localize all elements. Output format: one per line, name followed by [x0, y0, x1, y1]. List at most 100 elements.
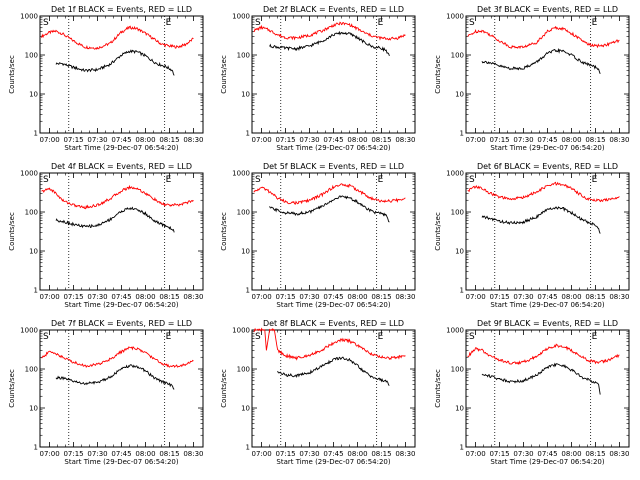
y-tick-label: 100: [237, 366, 250, 374]
x-tick-label: 07:30: [513, 136, 533, 144]
y-tick-label: 1: [34, 444, 38, 452]
start-marker-label: S: [255, 175, 261, 185]
y-tick-label: 1000: [446, 327, 464, 335]
x-tick-label: 08:30: [183, 136, 203, 144]
plot-frame: [39, 172, 204, 291]
lld-series-line: [467, 343, 620, 366]
y-tick-label: 10: [29, 248, 38, 256]
events-series-line: [269, 30, 390, 57]
x-axis-label: Start Time (29-Dec-07 06:54:20): [276, 458, 390, 466]
y-tick-label: 100: [451, 209, 464, 217]
x-tick-label: 07:00: [251, 136, 271, 144]
events-series-line: [481, 362, 601, 395]
x-tick-label: 08:15: [585, 450, 605, 458]
panel-title: Det 5f BLACK = Events, RED = LLD: [263, 162, 404, 171]
x-tick-label: 08:15: [371, 136, 391, 144]
panel-2: Det 2f BLACK = Events, RED = LLD 1 10 100 10…: [220, 5, 416, 152]
lld-series-line: [41, 25, 194, 50]
x-tick-label: 08:15: [159, 450, 179, 458]
x-tick-label: 08:00: [347, 450, 367, 458]
y-tick-label: 100: [25, 366, 38, 374]
plot-frame: [465, 15, 630, 134]
y-tick-label: 1000: [232, 170, 250, 178]
end-marker-label: E: [592, 18, 598, 28]
x-tick-label: 07:00: [39, 450, 59, 458]
x-tick-label: 07:30: [299, 293, 319, 301]
y-axis-label: Counts/sec: [8, 369, 16, 408]
y-tick-label: 1000: [20, 327, 38, 335]
panel-3: Det 3f BLACK = Events, RED = LLD 1 10 100 10…: [434, 5, 630, 152]
lld-series-line: [41, 345, 194, 368]
y-tick-label: 10: [455, 405, 464, 413]
x-tick-label: 07:45: [537, 450, 557, 458]
end-marker-label: E: [378, 332, 384, 342]
x-tick-label: 07:00: [251, 293, 271, 301]
y-tick-label: 1: [246, 444, 250, 452]
y-tick-label: 100: [25, 209, 38, 217]
x-tick-label: 07:30: [87, 293, 107, 301]
x-tick-label: 07:30: [299, 450, 319, 458]
start-marker-label: S: [43, 332, 49, 342]
x-tick-label: 08:00: [135, 136, 155, 144]
plot-frame: [251, 172, 416, 291]
x-tick-label: 08:00: [561, 293, 581, 301]
y-tick-label: 10: [29, 405, 38, 413]
lld-series-line: [41, 184, 194, 210]
y-tick-label: 100: [237, 209, 250, 217]
x-tick-label: 08:15: [371, 450, 391, 458]
end-marker-label: E: [378, 18, 384, 28]
x-tick-label: 07:30: [513, 450, 533, 458]
end-marker-label: E: [166, 18, 172, 28]
x-tick-label: 07:45: [537, 136, 557, 144]
lld-series-line: [467, 181, 620, 203]
x-tick-label: 07:15: [489, 136, 509, 144]
x-tick-label: 07:30: [87, 450, 107, 458]
events-series-line: [277, 356, 390, 386]
x-tick-label: 07:45: [537, 293, 557, 301]
x-axis-label: Start Time (29-Dec-07 06:54:20): [490, 144, 604, 152]
x-tick-label: 07:00: [251, 450, 271, 458]
start-marker-label: S: [469, 18, 475, 28]
panel-7: Det 7f BLACK = Events, RED = LLD 1 10 100 10…: [8, 319, 204, 466]
panel-title: Det 9f BLACK = Events, RED = LLD: [477, 319, 618, 328]
lld-series-line: [253, 21, 406, 41]
x-tick-label: 07:00: [465, 293, 485, 301]
x-tick-label: 07:15: [275, 136, 295, 144]
y-tick-label: 1: [460, 444, 464, 452]
plot-frame: [465, 172, 630, 291]
x-tick-label: 07:30: [513, 293, 533, 301]
x-tick-label: 08:30: [609, 293, 629, 301]
plot-frame: [39, 329, 204, 448]
y-tick-label: 100: [237, 52, 250, 60]
y-tick-label: 1: [460, 130, 464, 138]
lld-series-line: [253, 183, 406, 205]
x-axis-label: Start Time (29-Dec-07 06:54:20): [490, 301, 604, 309]
plot-frame: [465, 329, 630, 448]
start-marker-label: S: [469, 175, 475, 185]
x-tick-label: 07:00: [465, 136, 485, 144]
x-tick-label: 07:15: [63, 136, 83, 144]
y-axis-label: Counts/sec: [434, 212, 442, 251]
plot-frame: [251, 15, 416, 134]
x-tick-label: 07:45: [323, 450, 343, 458]
x-tick-label: 07:00: [39, 293, 59, 301]
y-tick-label: 1000: [20, 13, 38, 21]
start-marker-label: S: [255, 18, 261, 28]
x-tick-label: 07:45: [111, 450, 131, 458]
y-tick-label: 1: [246, 287, 250, 295]
y-axis-label: Counts/sec: [220, 55, 228, 94]
end-marker-label: E: [592, 175, 598, 185]
x-tick-label: 08:15: [371, 293, 391, 301]
x-tick-label: 08:15: [585, 136, 605, 144]
y-tick-label: 1000: [232, 13, 250, 21]
panel-title: Det 6f BLACK = Events, RED = LLD: [477, 162, 618, 171]
x-axis-label: Start Time (29-Dec-07 06:54:20): [490, 458, 604, 466]
start-marker-label: S: [255, 332, 261, 342]
panel-title: Det 4f BLACK = Events, RED = LLD: [51, 162, 192, 171]
lld-series-line: [253, 327, 406, 361]
y-axis-label: Counts/sec: [434, 369, 442, 408]
start-marker-label: S: [469, 332, 475, 342]
x-tick-label: 08:00: [135, 450, 155, 458]
x-tick-label: 07:30: [299, 136, 319, 144]
